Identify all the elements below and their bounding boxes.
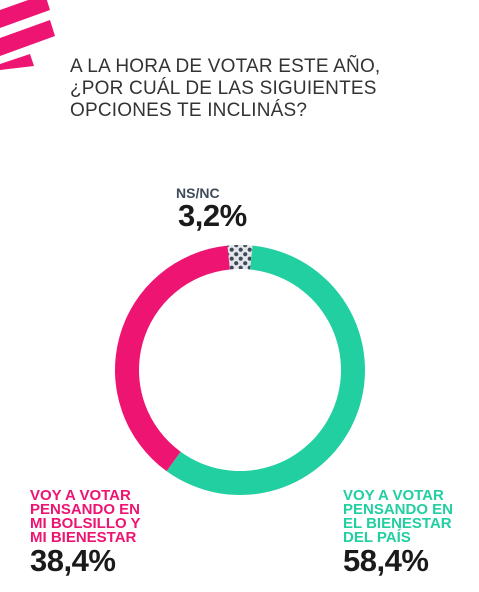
label-line: PENSANDO EN	[343, 501, 454, 518]
donut-slice-1	[166, 245, 365, 495]
label-line: VOY A VOTAR	[343, 487, 444, 504]
label-pais: VOY A VOTAR PENSANDO EN EL BIENESTAR DEL…	[343, 487, 454, 546]
label-line: VOY A VOTAR	[30, 487, 131, 504]
label-bolsillo: VOY A VOTAR PENSANDO EN MI BOLSILLO Y MI…	[30, 487, 141, 546]
donut-slice-2	[114, 245, 230, 472]
value-bolsillo: 38,4%	[30, 543, 116, 578]
value-pais: 58,4%	[343, 543, 429, 578]
chart-title: A LA HORA DE VOTAR ESTE AÑO, ¿POR CUÁL D…	[70, 56, 450, 122]
label-nsnc: NS/NC	[176, 186, 220, 200]
chart-title-line: A LA HORA DE VOTAR ESTE AÑO,	[70, 56, 381, 77]
donut-slices	[114, 245, 365, 495]
value-nsnc: 3,2%	[178, 198, 247, 233]
label-line: EL BIENESTAR	[343, 515, 452, 532]
donut-slice-0	[227, 245, 253, 270]
chart-title-line: OPCIONES TE INCLINÁS?	[70, 100, 308, 121]
label-line: DEL PAÍS	[343, 529, 411, 546]
brand-stripes-logo	[0, 0, 55, 70]
label-line: NS/NC	[176, 185, 220, 201]
label-line: MI BOLSILLO Y	[30, 515, 141, 532]
label-line: PENSANDO EN	[30, 501, 141, 518]
chart-title-line: ¿POR CUÁL DE LAS SIGUIENTES	[70, 78, 377, 99]
label-line: MI BIENESTAR	[30, 529, 137, 546]
